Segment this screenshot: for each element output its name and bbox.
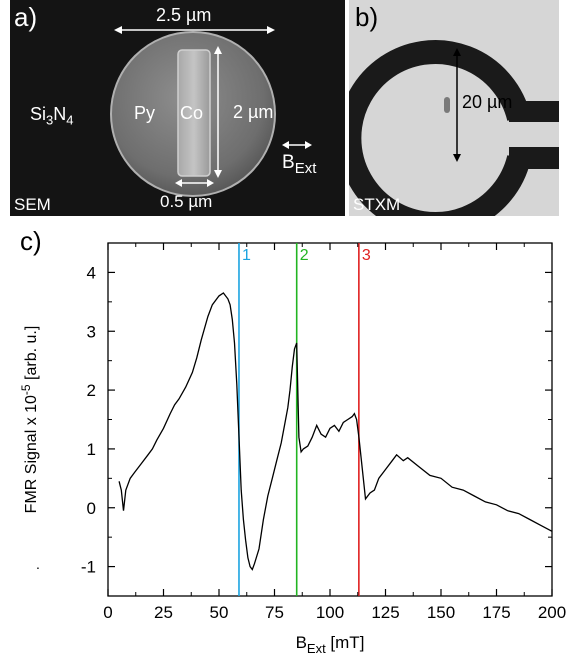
sample-dot: [444, 97, 450, 113]
bar-label: Co: [180, 103, 204, 123]
disk-label: Py: [134, 103, 156, 123]
field-arrow-head-right: [305, 141, 312, 149]
marker-label-1: 1: [242, 247, 251, 264]
x-tick-label: 150: [427, 603, 455, 622]
panel-a-label: a): [14, 2, 38, 32]
y-tick-label: 2: [87, 381, 96, 400]
x-tick-label: 175: [482, 603, 510, 622]
fmr-chart: 1 2 3 0 25 50 75 100 125 150 175 200 -1 0 1 2 3 4 BExt […: [19, 242, 566, 656]
diameter-arrow-head-top: [453, 48, 461, 56]
y-axis-label: FMR Signal x 10-5 [arb. u.]: [19, 326, 40, 514]
diameter-label: 20 µm: [462, 92, 513, 112]
diameter-arrow-head-bottom: [453, 154, 461, 162]
x-tick-label: 200: [538, 603, 566, 622]
width-label: 2.5 µm: [156, 5, 212, 25]
x-tick-label: 100: [316, 603, 344, 622]
x-axis-label: BExt [mT]: [296, 633, 365, 656]
sem-image: [110, 26, 312, 197]
gap-label: 0.5 µm: [160, 192, 213, 211]
gap-arrow-head-right: [207, 179, 214, 187]
fmr-signal-line: [118, 292, 553, 571]
x-tick-label: 25: [154, 603, 173, 622]
y-tick-label: 0: [87, 499, 96, 518]
panel-b-label: b): [355, 2, 379, 32]
stripline-lead-top: [509, 101, 559, 122]
y-tick-label: 3: [87, 322, 96, 341]
x-tick-label: 75: [265, 603, 284, 622]
field-arrow-head-left: [282, 141, 289, 149]
x-tick-label: 50: [210, 603, 229, 622]
stxm-image-panel: b) 20 µm STXM: [349, 0, 559, 216]
height-arrow-head-top: [214, 46, 222, 54]
y-tick-label: 1: [87, 440, 96, 459]
sem-corner-label: SEM: [14, 195, 51, 214]
stripline-lead-bottom: [509, 147, 559, 169]
x-tick-label: 125: [371, 603, 399, 622]
field-label: BExt: [282, 152, 317, 177]
width-arrow-head-right: [267, 26, 275, 34]
width-arrow-head-left: [114, 26, 122, 34]
substrate-label: Si3N4: [30, 104, 74, 128]
height-arrow-head-bottom: [214, 170, 222, 178]
marker-label-3: 3: [362, 247, 371, 264]
plot-frame: [107, 242, 553, 597]
stxm-image: [349, 40, 559, 216]
marker-label-2: 2: [300, 247, 309, 264]
co-bar: [177, 49, 211, 177]
stxm-corner-label: STXM: [353, 195, 401, 214]
height-label: 2 µm: [233, 102, 274, 122]
stray-tick-dot: .: [36, 556, 40, 572]
panel-c-label: c): [20, 226, 42, 256]
gap-arrow-head-left: [175, 179, 182, 187]
stripline-ring: [349, 40, 531, 216]
y-tick-label: -1: [81, 558, 96, 577]
sem-image-panel: a) 2.5 µm 2 µm 0.5 µm Si3N4 Py Co BExt S…: [10, 0, 345, 216]
fmr-chart-panel: c) . 1 2 3 0 25 50 75 100 125 150 175 200 -1 0 1 2 3 4 B…: [0, 226, 574, 660]
y-tick-label: 4: [87, 263, 96, 282]
x-tick-label: 0: [103, 603, 112, 622]
